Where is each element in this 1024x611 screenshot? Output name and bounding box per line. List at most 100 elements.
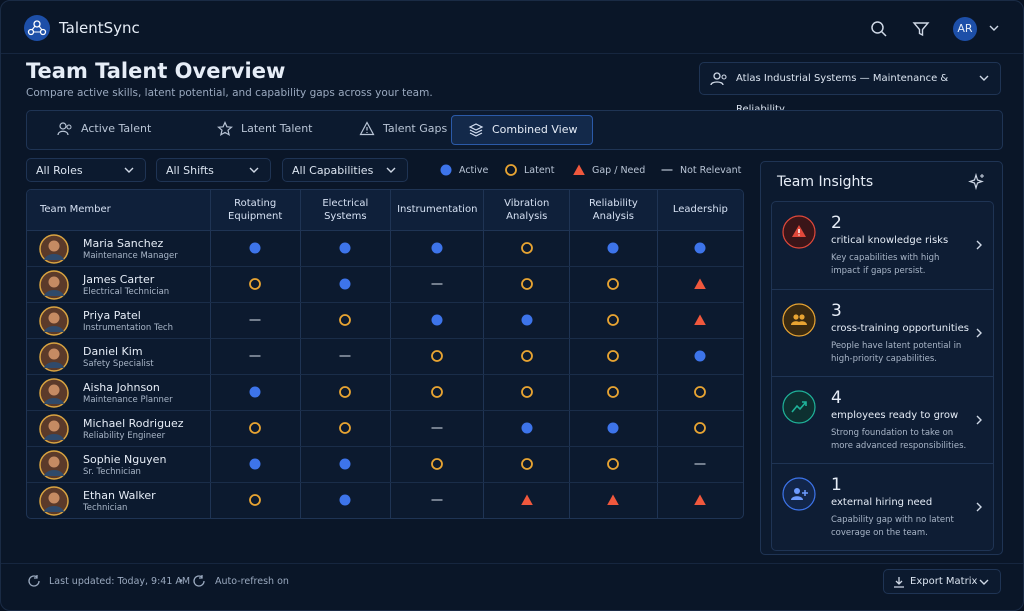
status-active <box>249 242 261 254</box>
matrix-cell <box>483 482 570 518</box>
member-row[interactable]: Ethan Walker Technician <box>27 482 743 518</box>
tab-bar: Active Talent Latent Talent Talent Gaps Com… <box>26 110 1003 150</box>
status-latent <box>694 422 707 434</box>
member-cell: Maria Sanchez Maintenance Manager <box>27 230 211 267</box>
matrix-cell <box>390 446 484 483</box>
filter-button[interactable] <box>912 20 930 38</box>
matrix-cell <box>299 482 391 518</box>
status-none <box>694 463 706 465</box>
member-row[interactable]: James Carter Electrical Technician <box>27 266 743 303</box>
member-cell: Priya Patel Instrumentation Tech <box>27 302 211 339</box>
insight-count: 4 <box>831 388 842 408</box>
insight-card[interactable]: 2 critical knowledge risks Key capabilitie… <box>772 202 993 289</box>
insight-card[interactable]: 4 employees ready to grow Strong foundatio… <box>772 376 993 464</box>
status-active <box>249 458 261 470</box>
member-name: Maria Sanchez <box>83 236 164 250</box>
chevron <box>976 502 982 512</box>
matrix-cell <box>299 230 391 267</box>
status-gap <box>694 314 707 325</box>
member-cell: Aisha Johnson Maintenance Planner <box>27 374 211 411</box>
chevron <box>979 75 989 81</box>
insight-card[interactable]: 3 cross-training opportunities People have… <box>772 289 993 377</box>
insight-title: external hiring need <box>831 497 933 508</box>
status-latent <box>520 350 533 362</box>
member-avatar <box>39 341 69 372</box>
insight-description: Capability gap with no latent coverage o… <box>831 515 954 538</box>
member-name: Sophie Nguyen <box>83 452 167 466</box>
insight-title: critical knowledge risks <box>831 235 949 246</box>
header-row: Team Member Rotating Equipment Electrical … <box>27 190 743 231</box>
tab[interactable]: Combined View <box>451 115 593 145</box>
status-active <box>431 314 443 326</box>
insight-count: 2 <box>831 213 842 233</box>
member-avatar <box>39 269 69 300</box>
matrix-cell <box>483 410 570 447</box>
matrix-cell <box>209 374 301 411</box>
status-latent <box>607 278 620 290</box>
matrix-cell <box>390 266 484 303</box>
tab-icon <box>468 123 484 137</box>
search-button[interactable] <box>870 20 888 38</box>
status-gap <box>694 278 707 289</box>
matrix-cell <box>483 374 570 411</box>
status-latent <box>249 278 262 290</box>
matrix-cell <box>569 410 658 447</box>
matrix-cell <box>656 302 743 339</box>
insight-icon <box>782 390 816 424</box>
matrix-cell <box>569 266 658 303</box>
member-name: James Carter <box>83 272 155 286</box>
member-row[interactable]: Priya Patel Instrumentation Tech <box>27 302 743 339</box>
member-role: Maintenance Manager <box>83 250 178 261</box>
org-selector[interactable]: Atlas Industrial Systems — Maintenance &… <box>699 62 1001 115</box>
status-active <box>339 494 351 506</box>
filter-dropdown[interactable]: All Roles <box>26 158 146 182</box>
matrix-cell <box>483 446 570 483</box>
matrix-cell <box>569 482 658 518</box>
matrix-cell <box>483 230 570 267</box>
member-row[interactable]: Maria Sanchez Maintenance Manager <box>27 230 743 267</box>
page-subtitle: Compare active skills, latent potential,… <box>26 87 433 99</box>
matrix-cell <box>483 338 570 375</box>
status-none <box>431 499 443 501</box>
talent-matrix: Team Member Rotating Equipment Electrical … <box>27 190 743 518</box>
member-row[interactable]: Sophie Nguyen Sr. Technician <box>27 446 743 483</box>
member-cell: Sophie Nguyen Sr. Technician <box>27 446 211 483</box>
member-row[interactable]: Michael Rodriguez Reliability Engineer <box>27 410 743 447</box>
status-latent <box>431 386 444 398</box>
insight-card[interactable]: 1 external hiring need Capability gap with… <box>772 463 993 551</box>
org-name: Atlas Industrial Systems — Maintenance &… <box>736 73 949 115</box>
status-active <box>249 386 261 398</box>
member-cell: Ethan Walker Technician <box>27 482 211 518</box>
status-latent <box>339 314 352 326</box>
status-latent <box>339 386 352 398</box>
filter-dropdown[interactable]: All Capabilities <box>282 158 408 182</box>
chevron <box>976 240 982 250</box>
status-latent <box>520 386 533 398</box>
insight-icon <box>782 215 816 249</box>
status-latent <box>607 386 620 398</box>
matrix-cell <box>656 266 743 303</box>
legend-label: Gap / Need <box>592 165 646 176</box>
user-menu-chevron[interactable] <box>988 24 1000 34</box>
member-row[interactable]: Aisha Johnson Maintenance Planner <box>27 374 743 411</box>
tab[interactable]: Active Talent <box>41 115 165 143</box>
member-role: Technician <box>83 502 128 513</box>
status-latent <box>694 386 707 398</box>
member-row[interactable]: Daniel Kim Safety Specialist <box>27 338 743 375</box>
org-icon <box>710 72 727 86</box>
member-role: Sr. Technician <box>83 466 141 477</box>
matrix-cell <box>656 446 743 483</box>
tab-icon <box>217 121 233 137</box>
member-name: Priya Patel <box>83 308 141 322</box>
user-avatar[interactable]: AR <box>953 17 977 41</box>
status-none <box>431 427 443 429</box>
export-label: Export Matrix <box>910 576 978 587</box>
filter-dropdown[interactable]: All Shifts <box>156 158 271 182</box>
tab[interactable]: Talent Gaps <box>343 115 461 143</box>
matrix-cell <box>483 266 570 303</box>
tab-label: Latent Talent <box>241 122 313 135</box>
export-button[interactable]: Export Matrix <box>883 569 1001 594</box>
tab[interactable]: Latent Talent <box>201 115 326 143</box>
matrix-cell <box>656 230 743 267</box>
filter-label: All Capabilities <box>292 164 374 177</box>
